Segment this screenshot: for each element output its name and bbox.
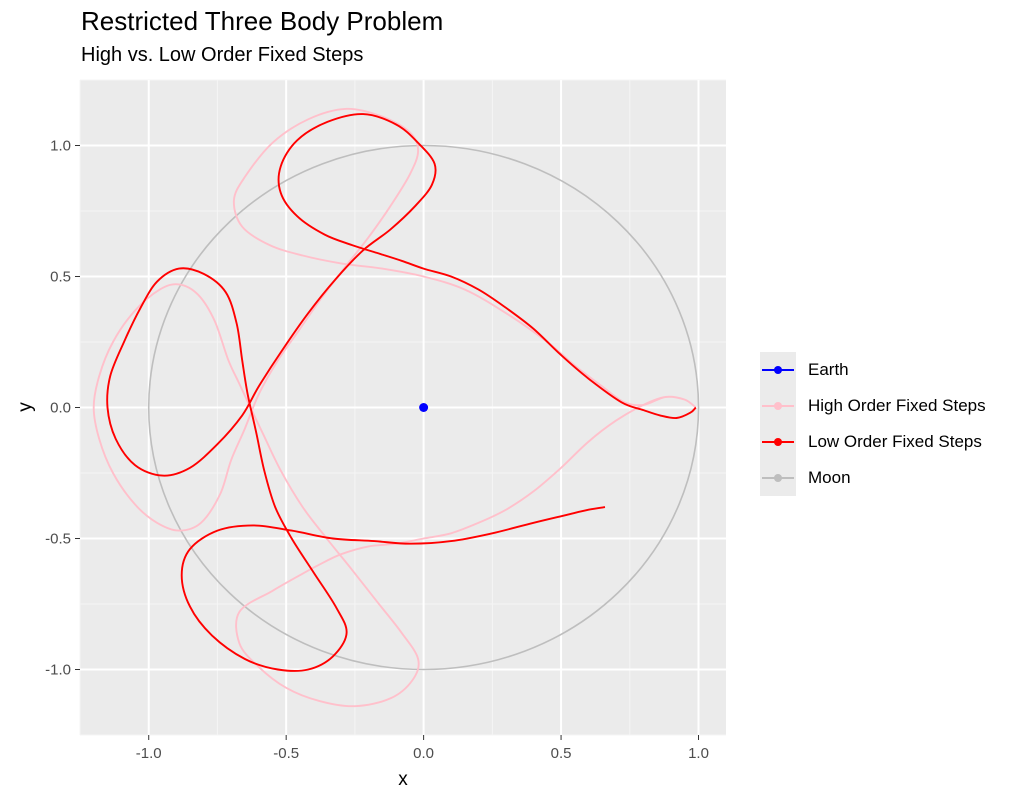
legend: Earth High Order Fixed Steps Low Order Fix… — [760, 352, 986, 496]
x-tick-label: 1.0 — [688, 745, 709, 762]
series-high-order-fixed-steps-line — [92, 107, 697, 708]
legend-key — [760, 460, 796, 496]
legend-label: Low Order Fixed Steps — [808, 432, 982, 451]
series-earth-point — [419, 403, 429, 412]
legend-key — [760, 388, 796, 424]
legend-label: High Order Fixed Steps — [808, 396, 986, 415]
y-tick-label: -0.5 — [45, 531, 71, 548]
x-axis-label: x — [398, 769, 408, 790]
legend-item-high-order-fixed-steps: High Order Fixed Steps — [760, 388, 986, 424]
y-tick-label: -1.0 — [45, 662, 71, 679]
x-tick-label: -1.0 — [136, 745, 162, 762]
legend-item-earth: Earth — [760, 352, 986, 388]
tick-labels: -1.0 -0.5 0.0 0.5 1.0 -1.0 -0.5 0.0 0.5 1.0 — [45, 138, 709, 763]
legend-label: Earth — [808, 360, 849, 379]
legend-label: Moon — [808, 468, 851, 487]
y-tick-label: 0.0 — [50, 400, 71, 417]
legend-key-dot — [774, 438, 782, 446]
series-low-order-fixed-steps-line — [106, 113, 697, 672]
chart-title: Restricted Three Body Problem — [81, 6, 444, 36]
legend-key-dot — [774, 366, 782, 374]
series-moon-orbit — [147, 144, 700, 671]
x-tick-label: -0.5 — [273, 745, 299, 762]
y-tick-label: 0.5 — [50, 269, 71, 286]
axis-ticks — [75, 145, 700, 740]
legend-key — [760, 424, 796, 460]
legend-item-moon: Moon — [760, 460, 986, 496]
chart-subtitle: High vs. Low Order Fixed Steps — [81, 44, 364, 66]
legend-item-low-order-fixed-steps: Low Order Fixed Steps — [760, 424, 986, 460]
x-tick-label: 0.0 — [413, 745, 434, 762]
legend-key-dot — [774, 402, 782, 410]
x-tick-label: 0.5 — [551, 745, 572, 762]
y-axis-label: y — [15, 402, 36, 412]
legend-key-dot — [774, 474, 782, 482]
y-tick-label: 1.0 — [50, 138, 71, 155]
series-layer — [92, 107, 700, 708]
legend-key — [760, 352, 796, 388]
